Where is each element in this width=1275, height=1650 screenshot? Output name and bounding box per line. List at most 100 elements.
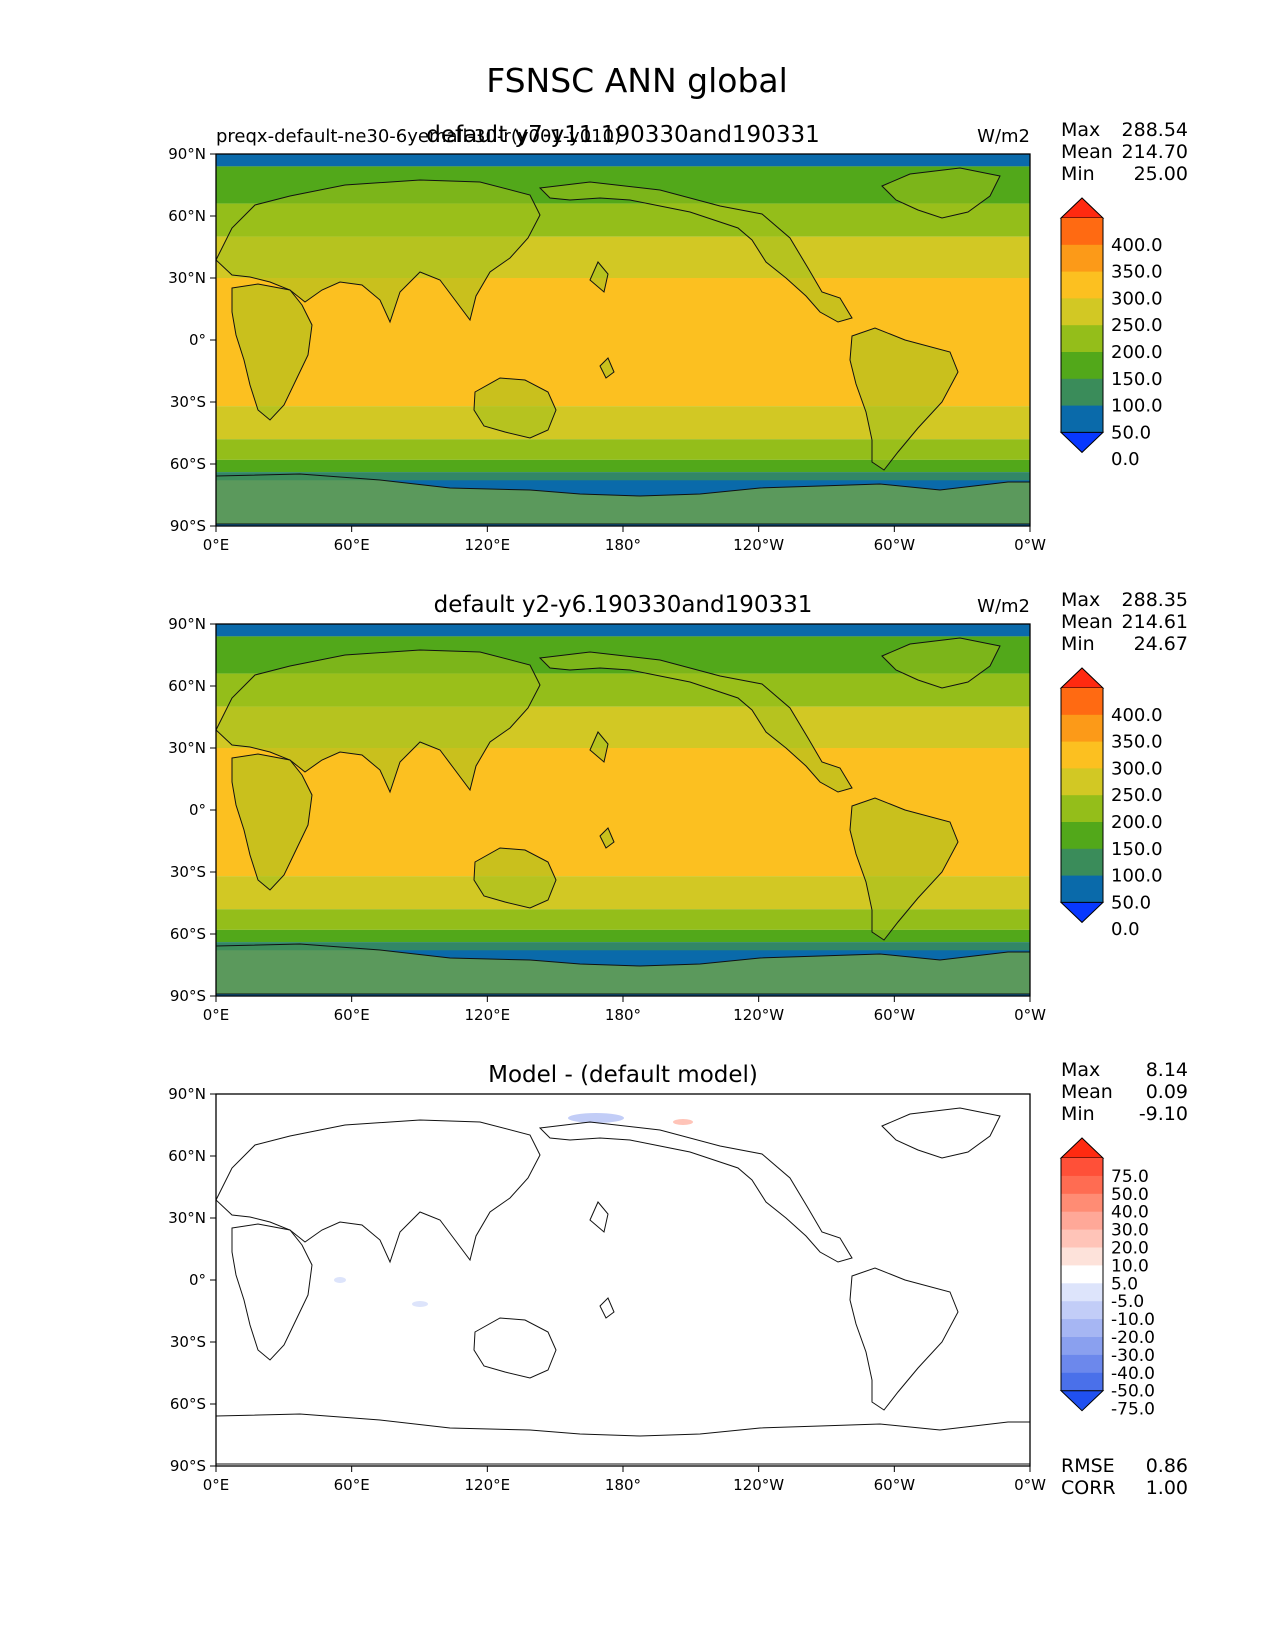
colorbar-tick-label: -20.0: [1111, 1328, 1155, 1348]
colorbar-tick-label: 350.0: [1111, 262, 1163, 283]
stat-value: 25.00: [1134, 163, 1188, 185]
stat-value: -9.10: [1139, 1103, 1188, 1125]
y-tick-label: 30°N: [168, 739, 206, 757]
zonal-band: [216, 459, 1030, 473]
stat-value: 0.09: [1146, 1081, 1188, 1103]
x-tick-label: 120°W: [733, 1476, 784, 1494]
stat-label: Max: [1061, 1059, 1100, 1081]
colorbar: 400.0 350.0 300.0 250.0 200.0 150.0 100.0 50.0 0…: [1059, 197, 1163, 470]
antarctic-edge-band: [216, 942, 1030, 951]
x-tick-label: 60°W: [874, 1476, 916, 1494]
x-tick-label: 0°W: [1014, 1476, 1046, 1494]
colorbar-tick-label: 350.0: [1111, 732, 1163, 753]
colorbar-extend-max: [1059, 197, 1105, 219]
colorbar-cell: [1061, 1193, 1103, 1213]
colorbar-tick-label: 400.0: [1111, 705, 1163, 726]
colorbar-tick-label: 40.0: [1111, 1203, 1149, 1223]
x-tick-label: 60°W: [874, 536, 916, 554]
colorbar-tick-label: -10.0: [1111, 1310, 1155, 1330]
zonal-band: [216, 439, 1030, 460]
x-tick-label: 0°E: [203, 1476, 230, 1494]
colorbar-extend-max: [1059, 1137, 1105, 1159]
map-field: [216, 1094, 1030, 1466]
y-tick-label: 60°N: [168, 677, 206, 695]
colorbar-tick-label: 300.0: [1111, 758, 1163, 779]
x-tick-label: 120°E: [465, 536, 511, 554]
map-field: [216, 154, 1030, 526]
y-tick-label: 60°S: [170, 925, 206, 943]
colorbar-tick-label: 50.0: [1111, 422, 1151, 443]
x-tick-label: 120°W: [733, 536, 784, 554]
x-tick-label: 0°W: [1014, 536, 1046, 554]
colorbar: 75.050.040.030.020.010.05.0-5.0-10.0-20.…: [1059, 1137, 1155, 1420]
colorbar-tick-label: 75.0: [1111, 1167, 1149, 1187]
y-tick-label: 90°N: [168, 145, 206, 163]
colorbar-cell: [1061, 1354, 1103, 1374]
stat-label: Max: [1061, 589, 1100, 611]
difference-field: [216, 1094, 1030, 1466]
colorbar-cell: [1061, 271, 1103, 299]
panel-units: W/m2: [977, 126, 1030, 147]
colorbar-cell: [1061, 875, 1103, 903]
y-tick-label: 60°S: [170, 455, 206, 473]
y-tick-label: 30°S: [170, 863, 206, 881]
x-tick-label: 60°W: [874, 1006, 916, 1024]
x-tick-label: 120°E: [465, 1476, 511, 1494]
panel-test: 0°E 60°E 120°E 180° 120°W 60°W 0°W 90°N 60°N 30°N…: [168, 119, 1188, 554]
colorbar-tick-label: 50.0: [1111, 1185, 1149, 1205]
colorbar-tick-label: 400.0: [1111, 235, 1163, 256]
colorbar-extend-min: [1059, 901, 1105, 924]
colorbar-cell: [1061, 1158, 1103, 1177]
stat-label: Max: [1061, 119, 1100, 141]
colorbar-tick-label: 100.0: [1111, 396, 1163, 417]
colorbar-tick-label: 200.0: [1111, 812, 1163, 833]
difference-anomaly: [412, 1301, 428, 1307]
colorbar-tick-label: 50.0: [1111, 892, 1151, 913]
colorbar-tick-label: 0.0: [1111, 449, 1140, 470]
colorbar-tick-label: -5.0: [1111, 1292, 1144, 1312]
colorbar-cell: [1061, 405, 1103, 433]
colorbar-tick-label: -40.0: [1111, 1364, 1155, 1384]
colorbar-extend-max: [1059, 667, 1105, 689]
panel-title: default y7-y11.190330and190331: [426, 122, 819, 148]
zonal-band: [216, 929, 1030, 943]
x-tick-label: 0°W: [1014, 1006, 1046, 1024]
stat-value: 214.70: [1122, 141, 1188, 163]
colorbar-cell: [1061, 352, 1103, 380]
score-value: 0.86: [1146, 1455, 1188, 1477]
colorbar-cell: [1061, 1211, 1103, 1231]
colorbar-cell: [1061, 1175, 1103, 1195]
y-tick-label: 30°N: [168, 269, 206, 287]
colorbar-extend-min: [1059, 431, 1105, 454]
x-tick-label: 60°E: [334, 1476, 370, 1494]
zonal-band: [216, 624, 1030, 637]
y-tick-label: 30°N: [168, 1209, 206, 1227]
x-tick-label: 0°E: [203, 536, 230, 554]
x-tick-label: 60°E: [334, 1006, 370, 1024]
x-tick-label: 180°: [605, 536, 641, 554]
panel-difference: 0°E 60°E 120°E 180° 120°W 60°W 0°W 90°N 60°N 30°N…: [168, 1059, 1188, 1499]
stat-label: Mean: [1061, 1081, 1113, 1103]
stat-label: Min: [1061, 1103, 1095, 1125]
y-tick-label: 30°S: [170, 393, 206, 411]
panel-overlay-label: preqx-default-ne30-6yemall-30-r(y001-y01…: [216, 126, 621, 147]
y-tick-label: 0°: [189, 331, 206, 349]
stat-value: 24.67: [1134, 633, 1188, 655]
stat-label: Mean: [1061, 611, 1113, 633]
score-label: CORR: [1061, 1477, 1116, 1499]
panel-units: W/m2: [977, 596, 1030, 617]
colorbar-tick-label: 250.0: [1111, 315, 1163, 336]
colorbar-cell: [1061, 1265, 1103, 1284]
figure-title: FSNSC ANN global: [486, 61, 788, 100]
panel-reference: 0°E 60°E 120°E 180° 120°W 60°W 0°W 90°N 60°N 30°N…: [168, 589, 1188, 1024]
map-field: [216, 624, 1030, 996]
colorbar-cell: [1061, 244, 1103, 273]
colorbar-cell: [1061, 1319, 1103, 1338]
colorbar-tick-label: 5.0: [1111, 1274, 1138, 1294]
colorbar-tick-label: 150.0: [1111, 839, 1163, 860]
colorbar-cell: [1061, 714, 1103, 743]
difference-anomaly: [334, 1277, 346, 1283]
colorbar-cell: [1061, 218, 1103, 246]
score-value: 1.00: [1146, 1477, 1188, 1499]
y-tick-label: 60°N: [168, 1147, 206, 1165]
